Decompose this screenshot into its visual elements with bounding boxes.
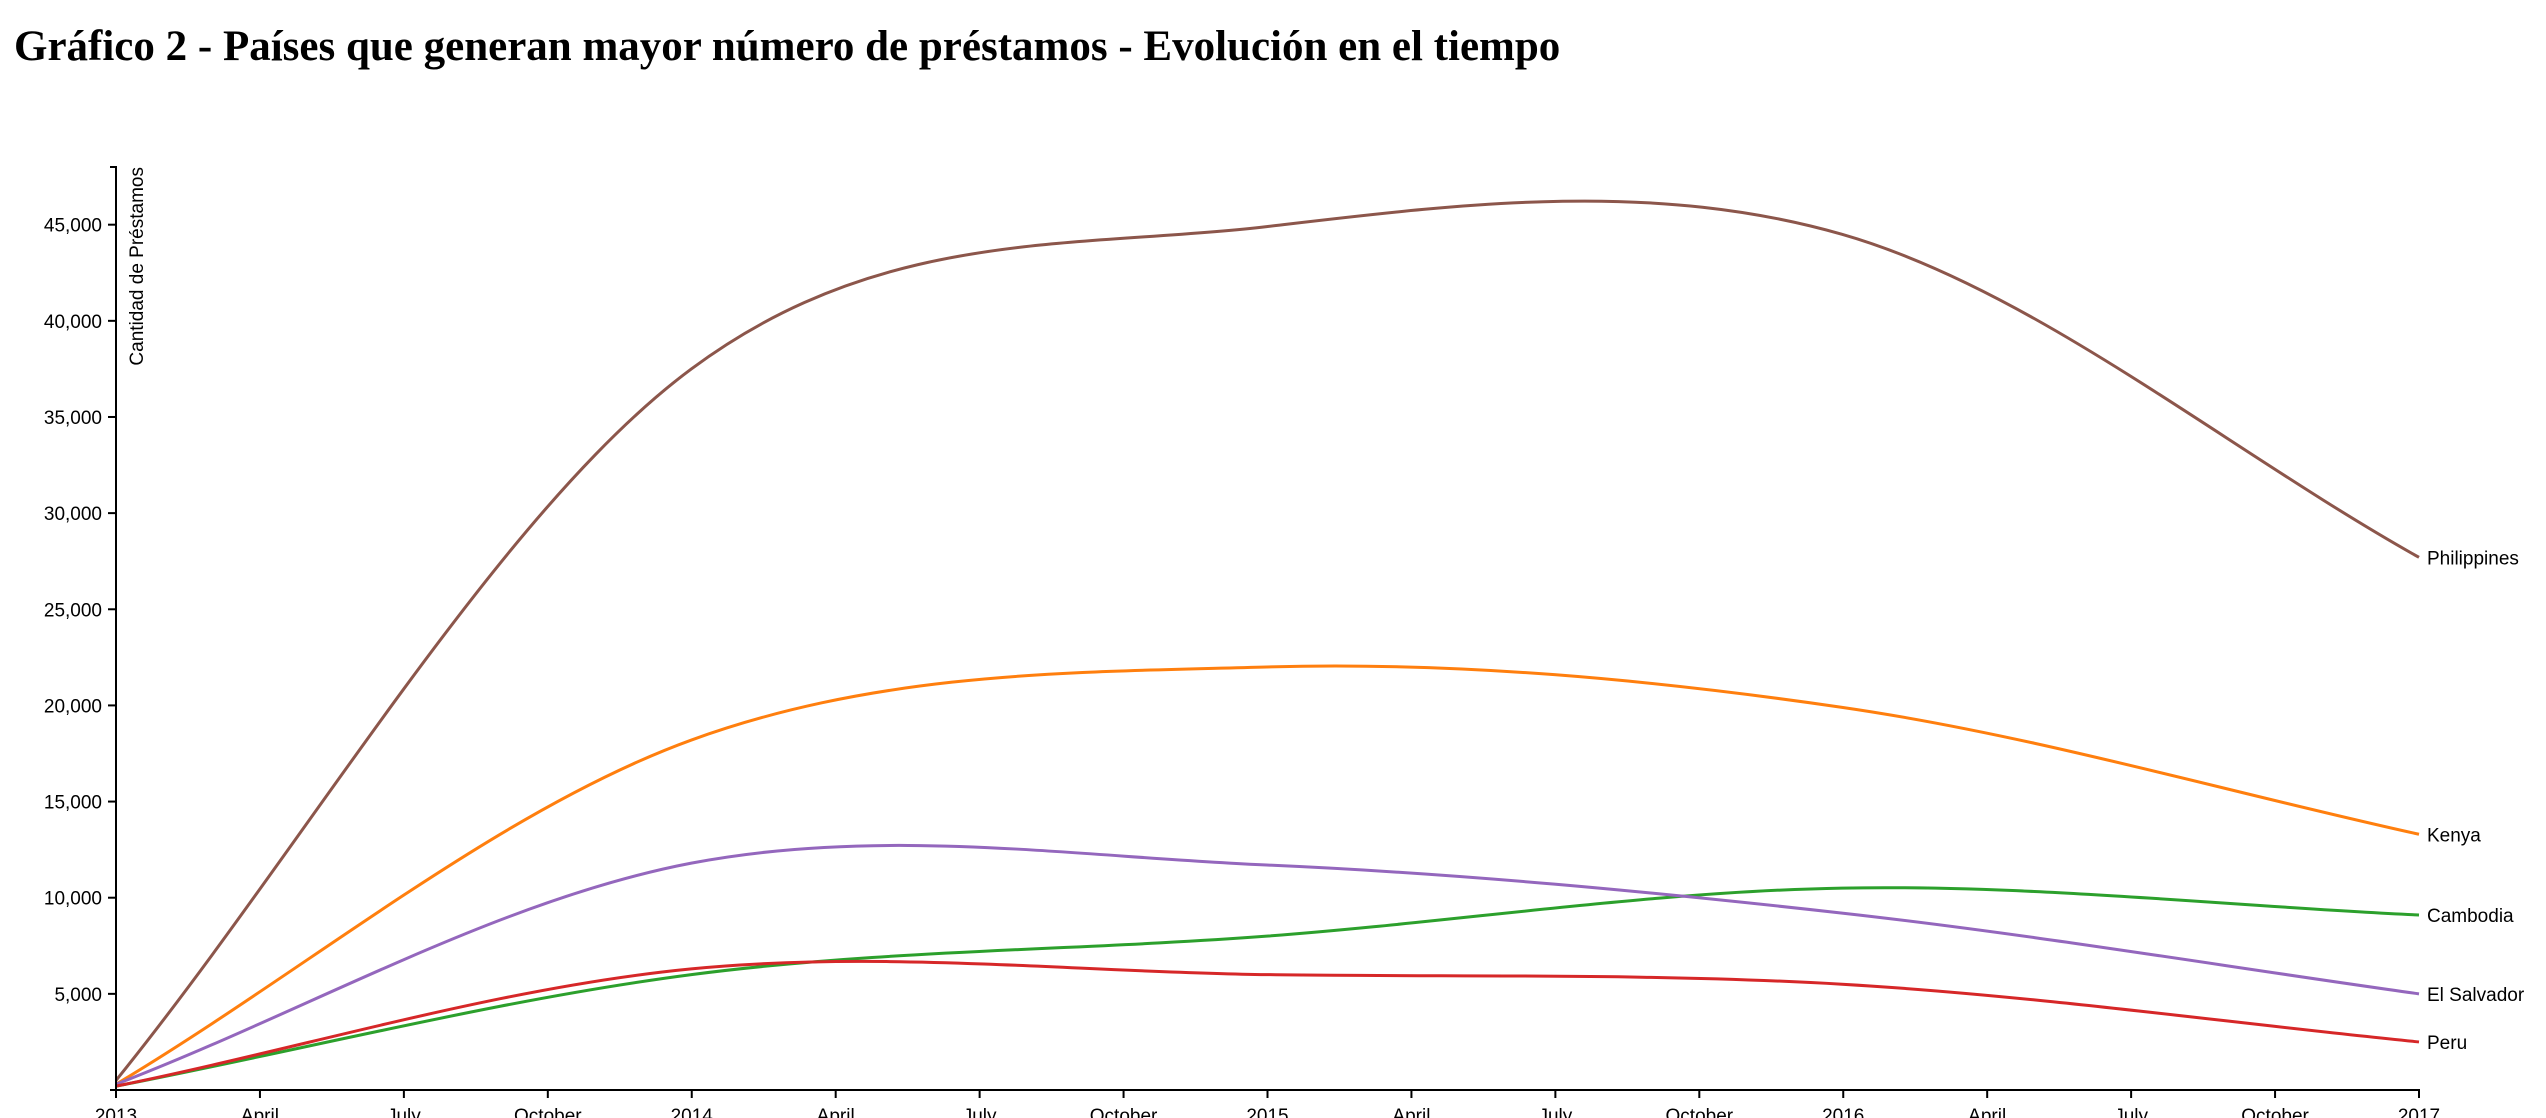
x-tick-label: April: [1968, 1106, 2006, 1118]
x-tick-label: 2017: [2398, 1106, 2440, 1118]
x-tick-label: July: [1538, 1106, 1572, 1118]
x-tick-label: 2015: [1246, 1106, 1288, 1118]
x-tick-label: July: [2114, 1106, 2148, 1118]
series-line-el-salvador: [115, 843, 2420, 1086]
y-tick-label: 5,000: [54, 985, 102, 1006]
y-tick-label: 30,000: [44, 504, 102, 525]
series-label-kenya: Kenya: [2427, 825, 2481, 846]
x-tick-label: October: [1090, 1106, 1158, 1118]
series-label-peru: Peru: [2427, 1033, 2467, 1054]
x-tick-label: October: [2241, 1106, 2309, 1118]
x-tick-label: April: [241, 1106, 279, 1118]
x-tick-label: October: [514, 1106, 582, 1118]
series-label-philippines: Philippines: [2427, 548, 2519, 569]
series-line-peru: [115, 959, 2420, 1088]
y-axis-line: [110, 166, 117, 1091]
y-tick-label: 10,000: [44, 889, 102, 910]
x-tick-label: July: [963, 1106, 997, 1118]
y-axis-title: Cantidad de Préstamos: [127, 167, 148, 366]
y-tick-label: 25,000: [44, 600, 102, 621]
y-tick-label: 35,000: [44, 408, 102, 429]
x-tick-label: 2014: [671, 1106, 714, 1118]
series-lines: [114, 199, 2420, 1088]
series-line-kenya: [115, 664, 2420, 1086]
series-line-philippines: [114, 199, 2420, 1082]
series-label-el-salvador: El Salvador: [2427, 985, 2525, 1006]
x-tick-label: April: [817, 1106, 855, 1118]
series-labels: Philippines Kenya Cambodia El Salvador Peru: [2427, 548, 2525, 1054]
x-tick-label: 2016: [1822, 1106, 1864, 1118]
y-tick-label: 20,000: [44, 696, 102, 717]
x-tick-label: April: [1392, 1106, 1430, 1118]
x-tick-label: 2013: [95, 1106, 137, 1118]
y-tick-label: 45,000: [44, 216, 102, 237]
y-tick-label: 15,000: [44, 793, 102, 814]
x-tick-label: July: [387, 1106, 421, 1118]
y-axis: 5,000 10,000 15,000 20,000 25,000 30,000 35,00…: [44, 166, 117, 1091]
x-axis: 2013 April July October 2014 April July October…: [95, 1089, 2440, 1118]
chart-title: Gráfico 2 - Países que generan mayor núm…: [14, 23, 1561, 70]
y-tick-label: 40,000: [44, 312, 102, 333]
series-label-cambodia: Cambodia: [2427, 906, 2514, 927]
x-tick-label: October: [1666, 1106, 1734, 1118]
series-line-cambodia: [115, 886, 2420, 1088]
